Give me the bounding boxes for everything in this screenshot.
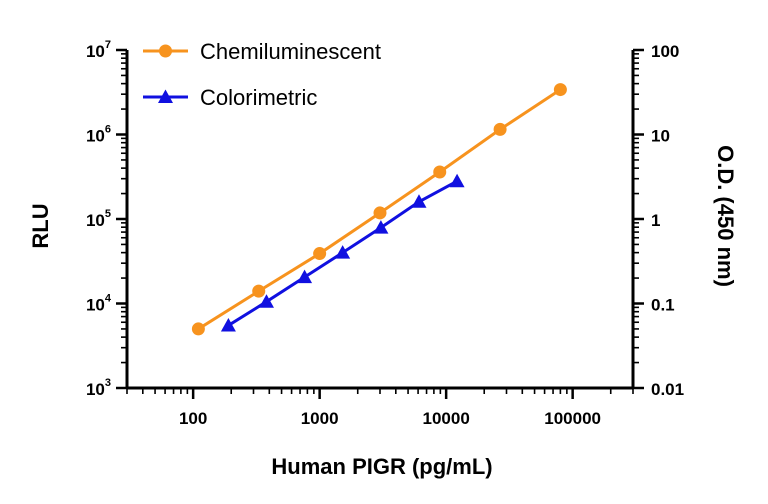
- data-point-colorimetric: [220, 317, 236, 332]
- y2-axis-title: O.D. (450 nm): [713, 145, 738, 287]
- legend-item-chemiluminescent: Chemiluminescent: [143, 39, 381, 64]
- data-point-colorimetric: [411, 194, 427, 208]
- y2-axis-ticks: 0.01 0.1 1 10 100: [633, 42, 684, 399]
- y-tick-label: 104: [86, 293, 112, 315]
- y2-tick-label: 0.01: [651, 380, 684, 399]
- series-group: [191, 83, 567, 336]
- y-axis-ticks: 103 104 105 106 107: [86, 39, 127, 399]
- x-tick-label: 100: [179, 409, 207, 428]
- data-point-colorimetric: [258, 294, 274, 308]
- y2-tick-label: 10: [651, 127, 670, 146]
- y-axis-title: RLU: [28, 203, 53, 248]
- x-tick-label: 100000: [544, 409, 601, 428]
- y2-tick-label: 0.1: [651, 296, 675, 315]
- series-colorimetric: [220, 173, 465, 332]
- y-tick-label: 107: [86, 39, 111, 61]
- data-point-colorimetric: [373, 220, 389, 234]
- x-tick-label: 1000: [301, 409, 339, 428]
- legend-label-colorimetric: Colorimetric: [200, 85, 317, 110]
- y-tick-label: 106: [86, 124, 111, 146]
- data-point-chemiluminescent: [373, 206, 387, 220]
- y2-tick-label: 1: [651, 211, 660, 230]
- y-tick-label: 103: [86, 377, 111, 399]
- legend-label-chemiluminescent: Chemiluminescent: [200, 39, 381, 64]
- data-point-chemiluminescent: [433, 165, 447, 179]
- data-point-chemiluminescent: [252, 284, 266, 298]
- legend-marker-chemiluminescent: [159, 44, 172, 58]
- y-tick-label: 105: [86, 208, 111, 230]
- data-point-chemiluminescent: [493, 122, 507, 136]
- y2-tick-label: 100: [651, 42, 679, 61]
- series-chemiluminescent: [191, 83, 567, 336]
- x-axis-title: Human PIGR (pg/mL): [271, 454, 492, 479]
- legend: Chemiluminescent Colorimetric: [143, 39, 381, 110]
- data-point-chemiluminescent: [313, 247, 327, 261]
- data-point-colorimetric: [297, 269, 313, 284]
- data-point-chemiluminescent: [553, 83, 567, 97]
- legend-marker-colorimetric: [158, 89, 173, 103]
- data-point-colorimetric: [335, 245, 351, 259]
- data-point-colorimetric: [449, 173, 465, 188]
- data-point-chemiluminescent: [191, 322, 205, 336]
- x-axis-ticks: 100 1000 10000 100000: [126, 388, 634, 428]
- legend-item-colorimetric: Colorimetric: [143, 85, 317, 110]
- x-tick-label: 10000: [423, 409, 470, 428]
